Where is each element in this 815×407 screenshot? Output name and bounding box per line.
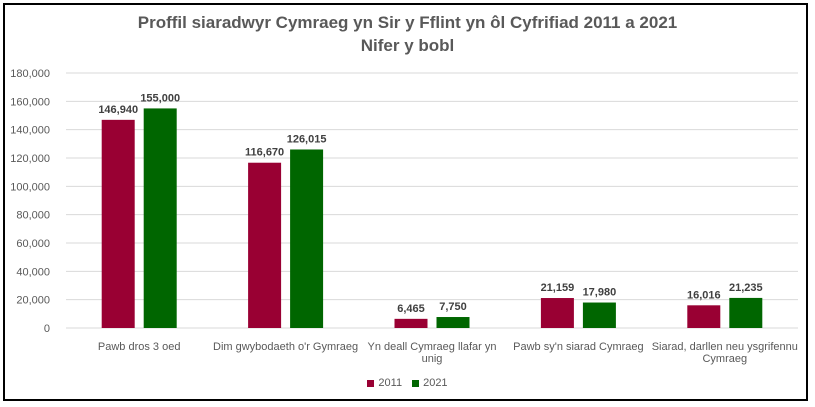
bar-2011 (687, 305, 721, 328)
data-label-2011: 16,016 (687, 289, 721, 301)
bar-2011 (394, 318, 428, 328)
legend-item-2021: 2021 (412, 377, 448, 389)
data-label-2011: 146,940 (98, 104, 138, 116)
y-tick-label: 0 (44, 323, 50, 335)
y-tick-label: 180,000 (10, 68, 50, 80)
x-category-label: unig (422, 353, 443, 365)
data-label-2021: 17,980 (583, 287, 617, 299)
y-tick-label: 140,000 (10, 125, 50, 137)
x-category-label: Cymraeg (702, 353, 747, 365)
legend-swatch-2011 (367, 379, 375, 387)
x-category-label: Pawb dros 3 oed (98, 341, 181, 353)
gridlines (66, 72, 798, 329)
legend: 2011 2021 (0, 377, 815, 389)
bar-2011 (540, 298, 574, 328)
y-axis-ticks: 0 20,000 40,000 60,000 80,000 100,000 120,000 1… (10, 68, 50, 335)
x-category-label: Dim gwybodaeth o'r Gymraeg (213, 341, 358, 353)
bar-2021 (582, 302, 616, 328)
y-tick-label: 160,000 (10, 96, 50, 108)
y-tick-label: 60,000 (16, 238, 50, 250)
bar-2011 (101, 119, 135, 329)
chart-title: Proffil siaradwyr Cymraeg yn Sir y Fflin… (137, 13, 678, 32)
data-label-2021: 155,000 (140, 92, 180, 104)
legend-label-2011: 2011 (378, 377, 403, 389)
legend-swatch-2021 (412, 379, 420, 387)
data-label-2021: 21,235 (729, 282, 763, 294)
x-axis-categories: Pawb dros 3 oed Dim gwybodaeth o'r Gymrae… (98, 341, 798, 365)
y-tick-label: 20,000 (16, 295, 50, 307)
y-tick-label: 120,000 (10, 153, 50, 165)
bar-2021 (143, 108, 177, 329)
x-category-label: Yn deall Cymraeg llafar yn (367, 341, 496, 353)
chart-frame (3, 3, 808, 401)
data-label-2011: 21,159 (541, 282, 575, 294)
bar-2021 (290, 149, 324, 328)
y-tick-label: 100,000 (10, 181, 50, 193)
y-tick-label: 80,000 (16, 210, 50, 222)
bar-2021 (729, 297, 763, 328)
legend-label-2021: 2021 (423, 377, 448, 389)
x-category-label: Pawb sy'n siarad Cymraeg (513, 341, 644, 353)
data-label-2021: 7,750 (439, 301, 467, 313)
legend-item-2011: 2011 (367, 377, 402, 389)
chart-subtitle: Nifer y bobl (360, 36, 455, 55)
data-label-2011: 6,465 (397, 303, 425, 315)
x-category-label: Siarad, darllen neu ysgrifennu (652, 341, 798, 353)
data-label-2011: 116,670 (245, 147, 284, 159)
bars (101, 108, 763, 329)
data-label-2021: 126,015 (287, 133, 327, 145)
y-tick-label: 40,000 (16, 266, 50, 278)
bar-2021 (436, 317, 470, 328)
bar-2011 (248, 162, 282, 328)
